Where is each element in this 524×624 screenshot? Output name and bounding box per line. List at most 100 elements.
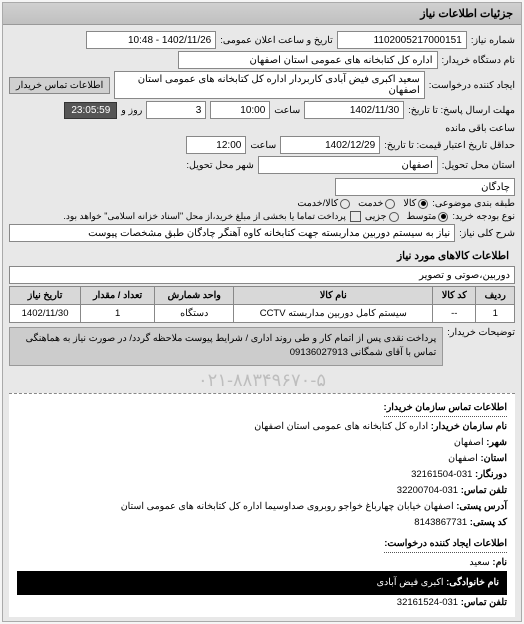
respond-time-field: 10:00 (210, 101, 270, 119)
radio-goods-label: کالا (403, 198, 416, 209)
valid-until-label: حداقل تاریخ اعتبار قیمت: تا تاریخ: (384, 140, 515, 151)
radio-dot-icon (418, 199, 428, 209)
col-row: ردیف (476, 287, 515, 305)
radio-service-label: خدمت (358, 198, 383, 209)
need-title-field: نیاز به سیستم دوربین مداربسته جهت کتابخا… (9, 224, 455, 242)
budget-group-label: طبقه بندی موضوعی: (432, 198, 515, 209)
addr-value: اصفهان خیابان چهارباغ خواجو روبروی صداوس… (121, 501, 454, 512)
details-panel: جزئیات اطلاعات نیاز شماره نیاز: 11020052… (2, 2, 522, 622)
respond-time-label: ساعت (274, 105, 300, 116)
cell-qty: 1 (81, 305, 155, 323)
radio-mid-label: متوسط (407, 211, 437, 222)
radio-dot-icon (385, 199, 395, 209)
goods-section-title: اطلاعات کالاهای مورد نیاز (11, 248, 513, 264)
row-need-title: شرح کلی نیاز: نیاز به سیستم دوربین مدارب… (9, 224, 515, 242)
remain-time-field: 23:05:59 (64, 102, 117, 119)
col-qty: تعداد / مقدار (81, 287, 155, 305)
contact-section: اطلاعات تماس سازمان خریدار: نام سازمان خ… (9, 393, 515, 618)
radio-goods[interactable]: کالا (403, 198, 428, 209)
phone-label: تلفن تماس: (461, 485, 507, 496)
budget-type-radio-group: متوسط جزیی (365, 211, 449, 222)
cell-date: 1402/11/30 (10, 305, 81, 323)
cphone-label: تلفن تماس: (461, 597, 507, 608)
cell-code: -- (433, 305, 476, 323)
creator-header: اطلاعات ایجاد کننده درخواست: (384, 536, 507, 553)
fname-value: سعید (469, 557, 489, 568)
table-row: 1 -- سیستم کامل دوربین مداربسته CCTV دست… (10, 305, 515, 323)
radio-dot-icon (389, 212, 399, 222)
buyer-label: نام دستگاه خریدار: (442, 55, 516, 66)
fax-label: دورنگار: (475, 469, 507, 480)
contact-province-label: استان: (480, 453, 507, 464)
watermark-phone: ۰۲۱-۸۸۳۴۹۶۷۰-۵ (9, 368, 515, 393)
radio-partial[interactable]: جزیی (365, 211, 399, 222)
province-label: استان محل تحویل: (442, 160, 515, 171)
contact-city-label: شهر: (486, 437, 507, 448)
respond-until-label: مهلت ارسال پاسخ: تا تاریخ: (408, 105, 515, 116)
buyer-note-text: پرداخت نقدی پس از اتمام کار و طی روند اد… (9, 327, 443, 366)
row-location: استان محل تحویل: اصفهان شهر محل تحویل: چ… (9, 156, 515, 196)
lname-label: نام خانوادگی: (446, 577, 499, 588)
radio-partial-label: جزیی (365, 211, 387, 222)
buyer-note-label: توضیحات خریدار: (447, 327, 515, 338)
radio-service[interactable]: خدمت (358, 198, 395, 209)
budget-type-label: نوع بودجه خرید: (452, 211, 515, 222)
creator-label: ایجاد کننده درخواست: (429, 80, 515, 91)
fname-label: نام: (492, 557, 507, 568)
table-header-row: ردیف کد کالا نام کالا واحد شمارش تعداد /… (10, 287, 515, 305)
announce-field: 1402/11/26 - 10:48 (86, 31, 216, 49)
radio-dot-icon (438, 212, 448, 222)
black-band: نام خانوادگی: اکبری فیض آبادی (17, 571, 507, 595)
valid-date-field: 1402/12/29 (280, 136, 380, 154)
city-label: شهر محل تحویل: (186, 160, 253, 171)
respond-date-field: 1402/11/30 (304, 101, 404, 119)
org-value: اداره کل کتابخانه های عمومی استان اصفهان (254, 421, 428, 432)
request-no-field: 1102005217000151 (337, 31, 467, 49)
panel-body: شماره نیاز: 1102005217000151 تاریخ و ساع… (3, 25, 521, 621)
col-date: تاریخ نیاز (10, 287, 81, 305)
col-name: نام کالا (234, 287, 433, 305)
budget-radio-group: کالا خدمت کالا/خدمت (297, 198, 428, 209)
creator-field: سعید اکبری فیض آبادی کاربردار اداره کل ک… (114, 71, 425, 99)
fax-value: 031-32161504 (411, 469, 472, 480)
valid-time-label: ساعت (250, 140, 276, 151)
panel-title: جزئیات اطلاعات نیاز (3, 3, 521, 25)
city-field: چادگان (335, 178, 515, 196)
post-value: 8143867731 (414, 517, 467, 528)
buyer-contact-button[interactable]: اطلاعات تماس خریدار (9, 77, 110, 94)
valid-time-field: 12:00 (186, 136, 246, 154)
radio-both-label: کالا/خدمت (297, 198, 338, 209)
cphone-value: 031-32161524 (397, 597, 458, 608)
row-budget-group: طبقه بندی موضوعی: کالا خدمت کالا/خدمت (9, 198, 515, 209)
contact-city-value: اصفهان (454, 437, 484, 448)
radio-both[interactable]: کالا/خدمت (297, 198, 350, 209)
row-buyer-note: توضیحات خریدار: پرداخت نقدی پس از اتمام … (9, 327, 515, 366)
row-respond-deadline: مهلت ارسال پاسخ: تا تاریخ: 1402/11/30 سا… (9, 101, 515, 134)
org-label: نام سازمان خریدار: (431, 421, 507, 432)
treasury-checkbox-label: پرداخت تماما یا بخشی از مبلغ خرید،از محل… (63, 211, 345, 222)
remain-days-label: روز و (121, 105, 142, 116)
post-label: کد پستی: (470, 517, 507, 528)
col-code: کد کالا (433, 287, 476, 305)
announce-label: تاریخ و ساعت اعلان عمومی: (220, 35, 333, 46)
radio-dot-icon (340, 199, 350, 209)
row-creator: ایجاد کننده درخواست: سعید اکبری فیض آباد… (9, 71, 515, 99)
row-buyer: نام دستگاه خریدار: اداره کل کتابخانه های… (9, 51, 515, 69)
addr-label: آدرس پستی: (456, 501, 507, 512)
contact-province-value: اصفهان (448, 453, 478, 464)
goods-table: ردیف کد کالا نام کالا واحد شمارش تعداد /… (9, 286, 515, 323)
phone-value: 031-32200704 (397, 485, 458, 496)
contact-header: اطلاعات تماس سازمان خریدار: (384, 400, 507, 417)
col-unit: واحد شمارش (155, 287, 234, 305)
cell-row: 1 (476, 305, 515, 323)
category-field: دوربین،صوتی و تصویر (9, 266, 515, 284)
radio-mid[interactable]: متوسط (407, 211, 449, 222)
row-valid-until: حداقل تاریخ اعتبار قیمت: تا تاریخ: 1402/… (9, 136, 515, 154)
treasury-checkbox[interactable] (350, 211, 361, 222)
remain-days-field: 3 (146, 101, 206, 119)
lname-value: اکبری فیض آبادی (377, 577, 444, 588)
province-field: اصفهان (258, 156, 438, 174)
row-category: دوربین،صوتی و تصویر (9, 266, 515, 284)
request-no-label: شماره نیاز: (471, 35, 515, 46)
cell-name: سیستم کامل دوربین مداربسته CCTV (234, 305, 433, 323)
